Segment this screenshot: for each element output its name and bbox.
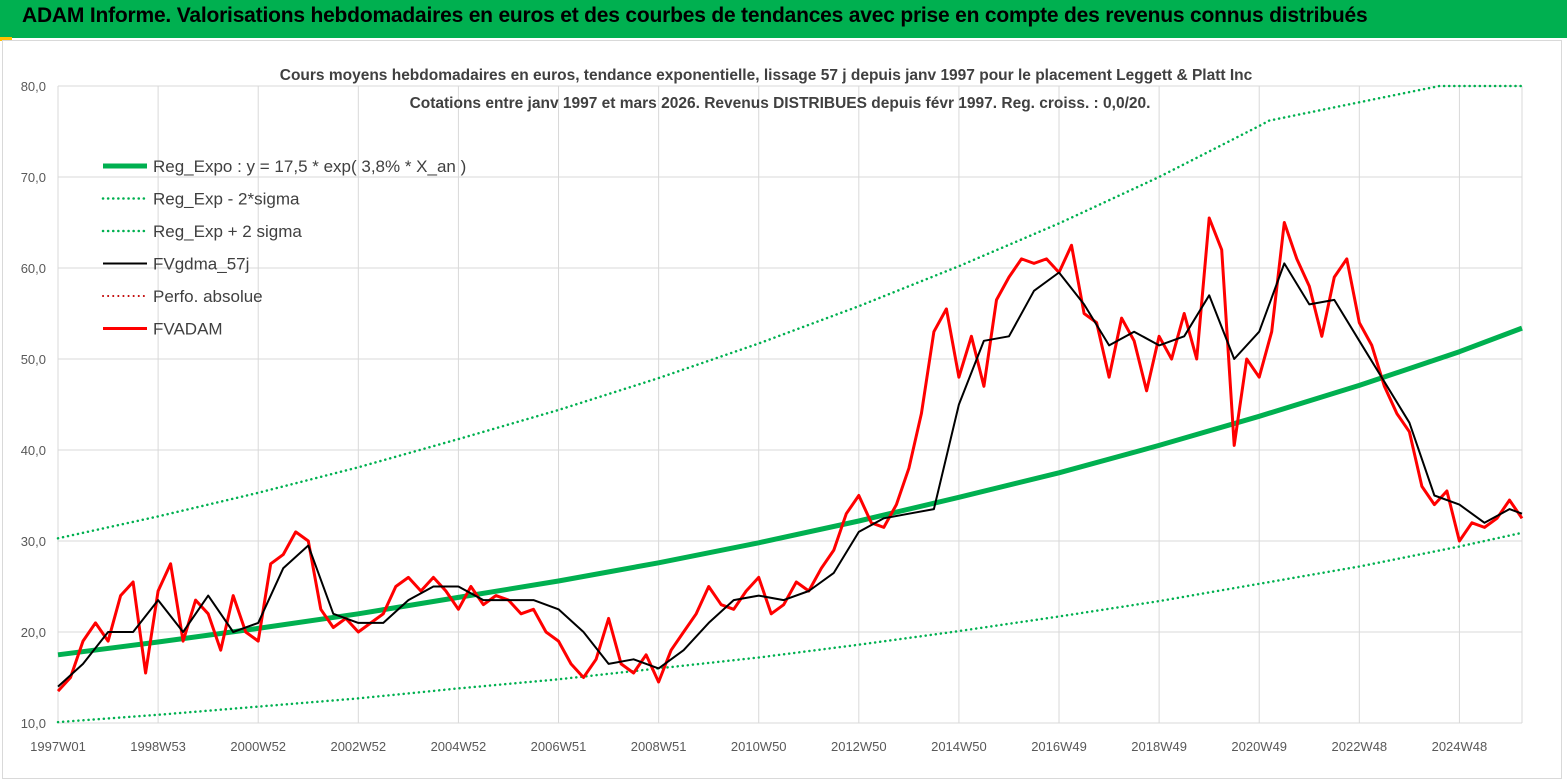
series-lines [56, 84, 1524, 724]
x-tick-label: 2000W52 [230, 739, 286, 754]
y-tick-label: 60,0 [21, 261, 46, 276]
legend-label: Reg_Exp - 2*sigma [153, 190, 300, 209]
legend-label: Reg_Expo : y = 17,5 * exp( 3,8% * X_an ) [153, 157, 466, 176]
y-tick-label: 10,0 [21, 716, 46, 731]
y-tick-label: 30,0 [21, 534, 46, 549]
x-tick-label: 2002W52 [330, 739, 386, 754]
chart-subtitle-line1: Cours moyens hebdomadaires en euros, ten… [280, 67, 1253, 84]
x-tick-label: 1997W01 [30, 739, 86, 754]
y-axis-ticks: 10,0 20,0 30,0 40,0 50,0 60,0 70,0 80,0 [21, 79, 46, 731]
corner-accent [0, 37, 12, 41]
x-tick-label: 2012W50 [831, 739, 887, 754]
legend-label: Reg_Exp + 2 sigma [153, 222, 302, 241]
y-tick-label: 40,0 [21, 443, 46, 458]
x-tick-label: 2022W48 [1332, 739, 1388, 754]
report-title: ADAM Informe. Valorisations hebdomadaire… [22, 4, 1368, 27]
y-tick-label: 70,0 [21, 170, 46, 185]
legend-label: FVgdma_57j [153, 255, 249, 274]
y-tick-label: 80,0 [21, 79, 46, 94]
series-line [57, 262, 1523, 688]
chart-subtitle-line2: Cotations entre janv 1997 et mars 2026. … [410, 95, 1151, 112]
series-line [56, 216, 1524, 693]
y-tick-label: 20,0 [21, 625, 46, 640]
x-tick-label: 2014W50 [931, 739, 987, 754]
x-tick-label: 2010W50 [731, 739, 787, 754]
chart-frame [2, 40, 1562, 779]
x-tick-label: 2024W48 [1432, 739, 1488, 754]
x-tick-label: 2008W51 [631, 739, 687, 754]
x-tick-label: 2006W51 [531, 739, 587, 754]
y-tick-label: 50,0 [21, 352, 46, 367]
x-tick-label: 1998W53 [130, 739, 186, 754]
title-banner: ADAM Informe. Valorisations hebdomadaire… [0, 0, 1567, 38]
series-line [57, 325, 1523, 658]
x-tick-label: 2016W49 [1031, 739, 1087, 754]
x-tick-label: 2004W52 [431, 739, 487, 754]
series-line [56, 84, 1524, 540]
x-tick-label: 2020W49 [1231, 739, 1287, 754]
legend-label: Perfo. absolue [153, 287, 263, 306]
series-line [56, 531, 1524, 724]
grid-lines [57, 85, 1523, 724]
legend-label: FVADAM [153, 320, 223, 339]
legend: Reg_Expo : y = 17,5 * exp( 3,8% * X_an )… [101, 157, 466, 339]
x-axis-ticks: 1997W01 1998W53 2000W52 2002W52 2004W52 2006W… [30, 739, 1487, 754]
x-tick-label: 2018W49 [1131, 739, 1187, 754]
